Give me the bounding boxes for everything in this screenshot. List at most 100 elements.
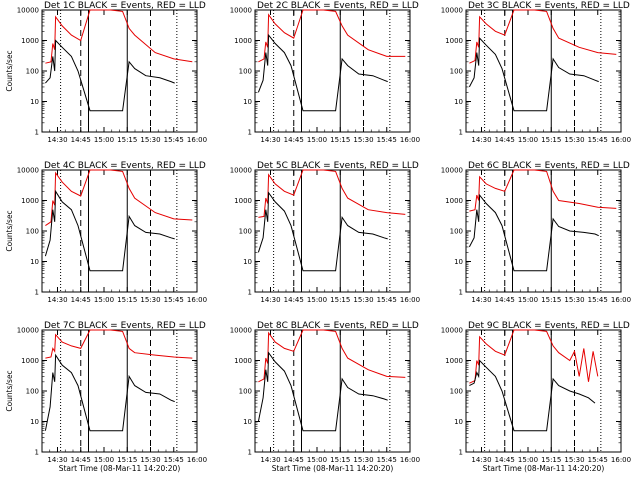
x-tick-label: 15:45 [588, 136, 608, 144]
x-tick-label: 16:00 [400, 456, 420, 464]
x-tick-label: 14:30 [471, 296, 491, 304]
y-tick-label: 10 [454, 258, 463, 266]
y-tick-label: 10 [454, 418, 463, 426]
events-series-line [257, 191, 388, 272]
x-tick-label: 15:30 [353, 136, 373, 144]
x-tick-label: 15:30 [140, 296, 160, 304]
x-tick-label: 15:15 [330, 296, 350, 304]
x-tick-label: 16:00 [187, 456, 207, 464]
y-tick-label: 10000 [441, 7, 463, 15]
y-tick-label: 100 [239, 388, 252, 396]
detector-panel: Det 4C BLACK = Events, RED = LLD 1 10 100 10… [5, 161, 207, 304]
x-tick-label: 15:45 [588, 456, 608, 464]
y-tick-label: 1 [35, 449, 39, 457]
y-tick-label: 10000 [230, 7, 252, 15]
x-tick-label: 15:45 [164, 136, 184, 144]
events-series-line [257, 33, 388, 112]
y-tick-label: 1 [248, 129, 252, 137]
y-tick-label: 1 [459, 449, 463, 457]
x-tick-label: 15:30 [353, 456, 373, 464]
x-tick-label: 15:30 [564, 296, 584, 304]
y-tick-label: 10000 [17, 327, 39, 335]
plot-frame [254, 9, 411, 133]
x-tick-label: 15:45 [377, 456, 397, 464]
y-axis-label: Counts/sec [5, 50, 14, 91]
y-tick-label: 10000 [230, 327, 252, 335]
x-tick-label: 14:30 [260, 136, 280, 144]
panel-title: Det 2C BLACK = Events, RED = LLD [257, 1, 419, 11]
y-tick-label: 100 [239, 68, 252, 76]
y-tick-label: 1000 [234, 197, 252, 205]
lld-series-line [469, 169, 617, 212]
y-tick-label: 10000 [441, 167, 463, 175]
x-tick-label: 15:15 [330, 136, 350, 144]
x-tick-label: 14:30 [471, 456, 491, 464]
x-tick-label: 14:45 [495, 296, 515, 304]
x-tick-label: 14:45 [495, 456, 515, 464]
x-tick-label: 15:15 [117, 296, 137, 304]
x-tick-label: 14:45 [71, 456, 91, 464]
x-tick-label: 15:45 [377, 136, 397, 144]
x-axis-label: Start Time (08-Mar-11 14:20:20) [59, 464, 181, 473]
x-tick-label: 15:00 [94, 136, 114, 144]
y-axis-label: Counts/sec [5, 210, 14, 251]
x-tick-label: 15:15 [117, 136, 137, 144]
x-tick-label: 14:30 [260, 456, 280, 464]
y-tick-label: 10000 [17, 167, 39, 175]
x-tick-label: 15:30 [140, 136, 160, 144]
y-tick-label: 1 [459, 289, 463, 297]
x-tick-label: 14:45 [284, 136, 304, 144]
x-tick-label: 16:00 [611, 456, 631, 464]
plot-frame [465, 9, 622, 133]
x-tick-label: 15:00 [307, 456, 327, 464]
plot-frame [41, 169, 198, 293]
lld-series-line [45, 169, 193, 227]
x-tick-label: 16:00 [187, 136, 207, 144]
y-tick-label: 10 [30, 98, 39, 106]
plot-frame [254, 169, 411, 293]
lld-series-line [469, 9, 617, 64]
y-tick-label: 1000 [21, 357, 39, 365]
lld-series-line [258, 9, 406, 63]
panel-title: Det 7C BLACK = Events, RED = LLD [44, 321, 206, 331]
events-series-line [468, 193, 599, 272]
y-tick-label: 1000 [21, 37, 39, 45]
x-tick-label: 16:00 [611, 296, 631, 304]
x-tick-label: 14:45 [284, 296, 304, 304]
detector-panel: Det 1C BLACK = Events, RED = LLD 1 10 100 10… [5, 1, 207, 144]
x-tick-label: 15:00 [307, 296, 327, 304]
y-tick-label: 100 [239, 228, 252, 236]
x-tick-label: 15:30 [353, 296, 373, 304]
events-series-line [45, 39, 175, 112]
plot-frame [254, 329, 411, 453]
events-series-line [44, 189, 175, 272]
detector-panel: Det 5C BLACK = Events, RED = LLD 1 10 100 10… [230, 161, 420, 304]
x-tick-label: 15:15 [541, 296, 561, 304]
x-tick-label: 15:15 [541, 136, 561, 144]
y-axis-label: Counts/sec [5, 370, 14, 411]
x-tick-label: 15:45 [164, 456, 184, 464]
panel-title: Det 4C BLACK = Events, RED = LLD [44, 161, 206, 171]
x-tick-label: 14:30 [47, 296, 67, 304]
x-tick-label: 14:45 [71, 296, 91, 304]
x-tick-label: 16:00 [400, 136, 420, 144]
panel-title: Det 1C BLACK = Events, RED = LLD [44, 1, 206, 11]
x-tick-label: 15:30 [564, 456, 584, 464]
y-tick-label: 10 [243, 418, 252, 426]
detector-panel: Det 7C BLACK = Events, RED = LLD 1 10 100 10… [5, 321, 207, 473]
y-tick-label: 1000 [445, 197, 463, 205]
y-tick-label: 10000 [230, 167, 252, 175]
x-axis-label: Start Time (08-Mar-11 14:20:20) [483, 464, 605, 473]
detector-panel: Det 8C BLACK = Events, RED = LLD 1 10 100 10… [230, 321, 420, 473]
y-tick-label: 1000 [445, 357, 463, 365]
y-tick-label: 10000 [17, 7, 39, 15]
lld-series-line [45, 329, 193, 359]
x-tick-label: 15:15 [541, 456, 561, 464]
detector-panel: Det 3C BLACK = Events, RED = LLD 1 10 100 10… [441, 1, 631, 144]
x-tick-label: 16:00 [187, 296, 207, 304]
lld-series-line [258, 329, 406, 383]
y-tick-label: 1 [35, 289, 39, 297]
x-tick-label: 15:15 [330, 456, 350, 464]
plot-frame [41, 329, 198, 453]
